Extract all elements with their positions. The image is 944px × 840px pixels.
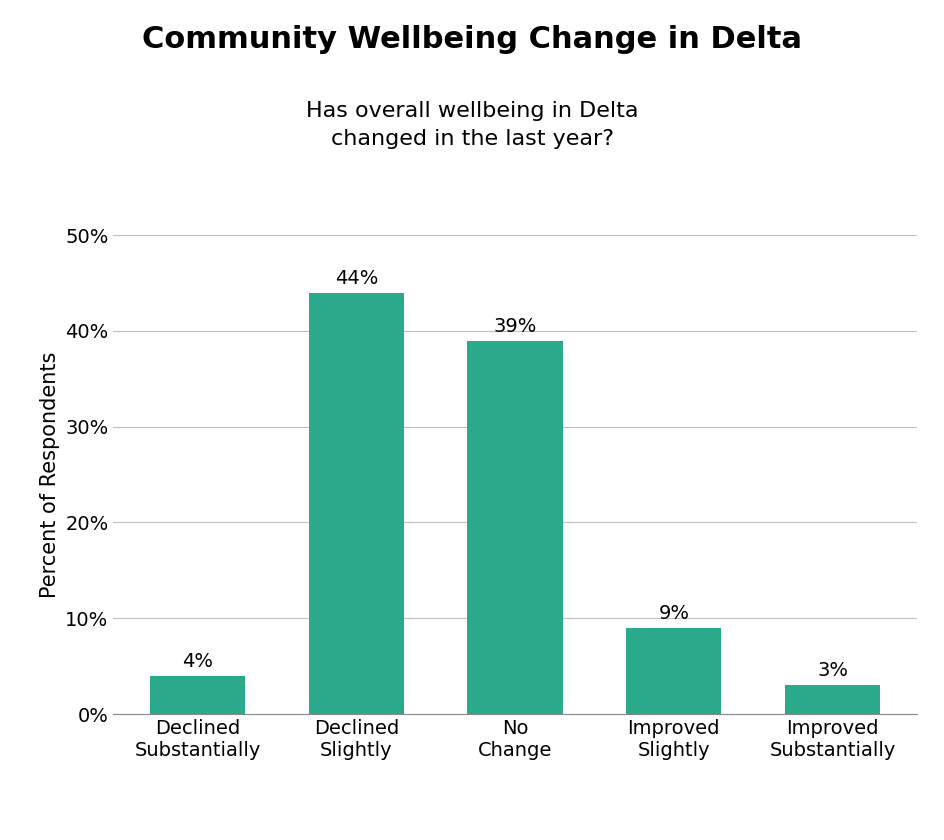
- Text: 3%: 3%: [817, 661, 847, 680]
- Bar: [626, 627, 720, 714]
- Bar: [150, 675, 244, 714]
- Text: 9%: 9%: [658, 604, 688, 623]
- Text: 44%: 44%: [334, 269, 378, 288]
- Text: Has overall wellbeing in Delta
changed in the last year?: Has overall wellbeing in Delta changed i…: [306, 101, 638, 149]
- Text: 4%: 4%: [182, 652, 212, 671]
- Bar: [784, 685, 879, 714]
- Text: 39%: 39%: [493, 317, 536, 336]
- Bar: [309, 292, 403, 714]
- Text: Community Wellbeing Change in Delta: Community Wellbeing Change in Delta: [143, 25, 801, 55]
- Bar: [467, 340, 562, 714]
- Y-axis label: Percent of Respondents: Percent of Respondents: [40, 351, 59, 598]
